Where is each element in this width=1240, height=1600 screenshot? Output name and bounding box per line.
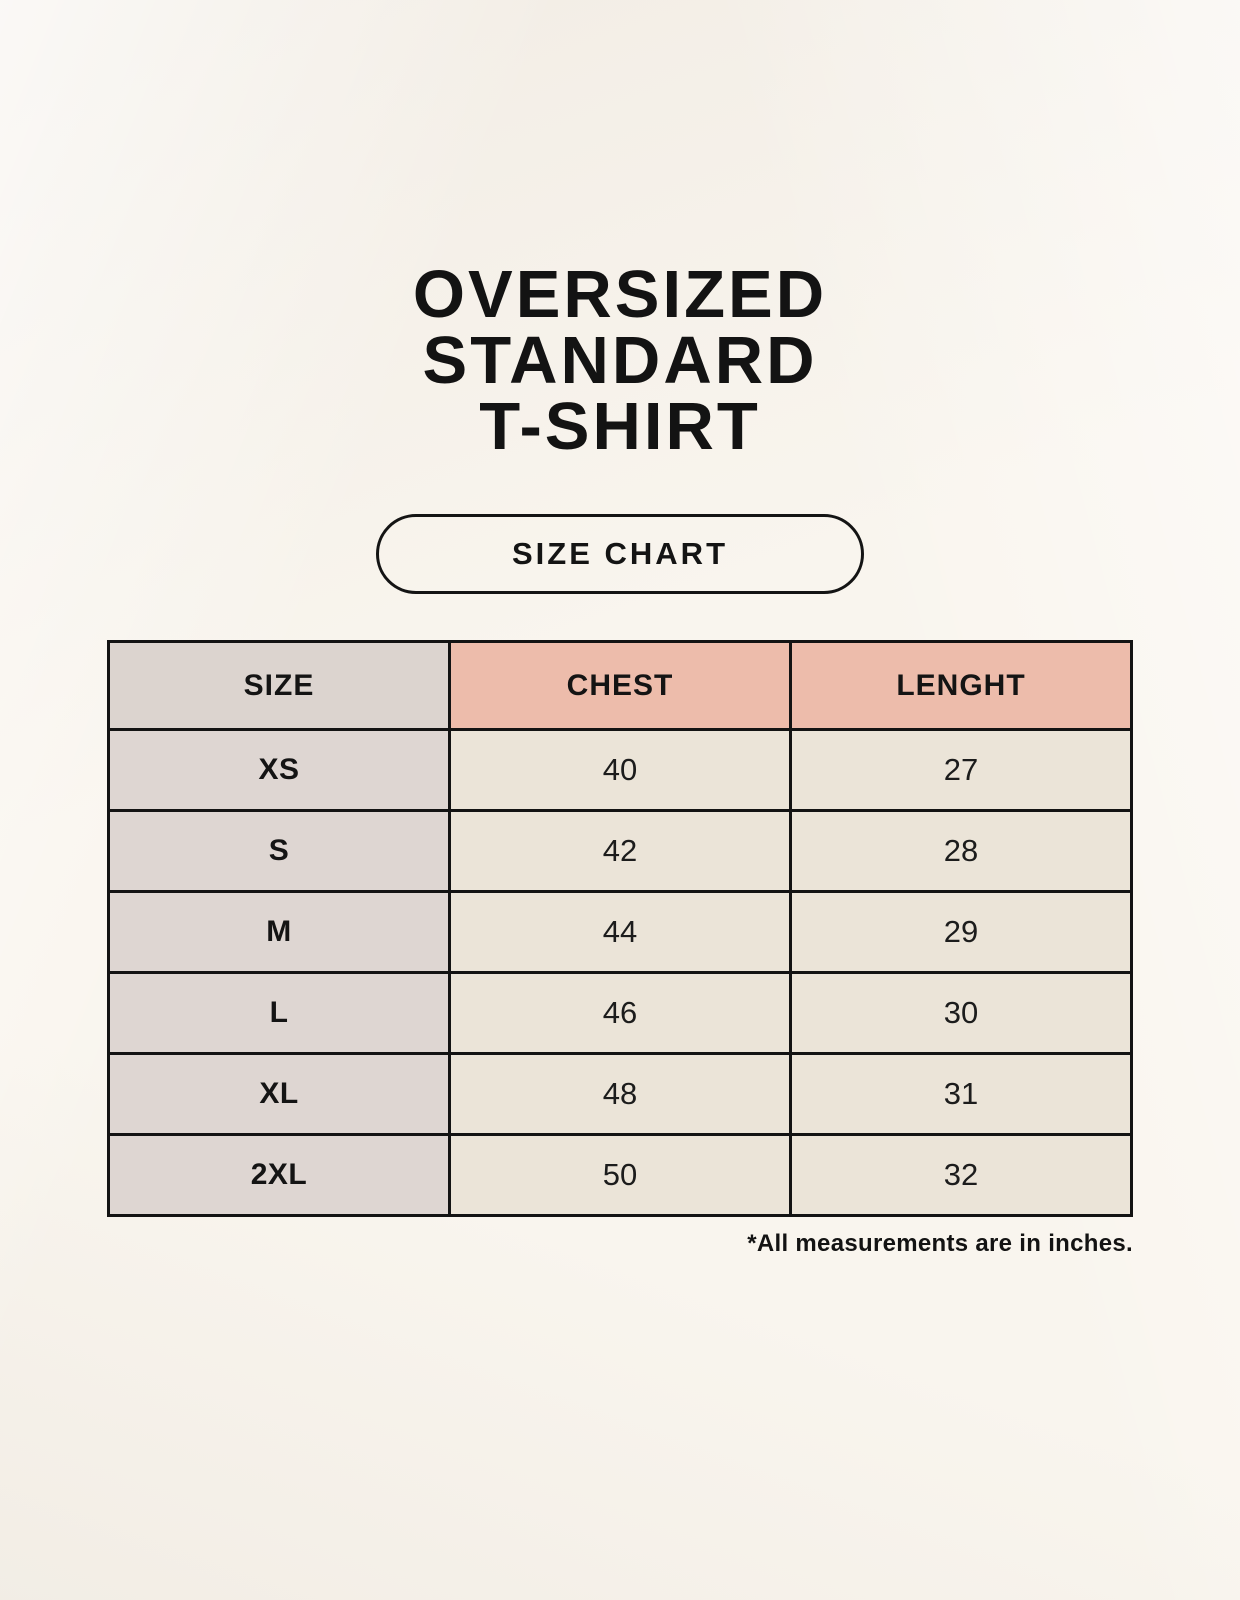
product-title-line-1: OVERSIZED: [412, 257, 828, 332]
measurements-note: *All measurements are in inches.: [747, 1230, 1133, 1257]
table-row: L 46 30: [107, 971, 1133, 1055]
length-value-2xl: 32: [789, 1133, 1133, 1217]
size-label-2xl: 2XL: [107, 1133, 451, 1217]
chest-value-l: 46: [448, 971, 792, 1055]
table-row: 2XL 50 32: [107, 1133, 1133, 1217]
size-chart-badge-label: SIZE CHART: [512, 536, 728, 571]
product-title-line-2: STANDARD: [422, 323, 818, 398]
column-header-length: LENGHT: [789, 640, 1133, 731]
chest-value-m: 44: [448, 890, 792, 974]
size-label-xs: XS: [107, 728, 451, 812]
size-label-xl: XL: [107, 1052, 451, 1136]
table-row: XL 48 31: [107, 1052, 1133, 1136]
table-header-row: SIZE CHEST LENGHT: [107, 640, 1133, 731]
chest-value-2xl: 50: [448, 1133, 792, 1217]
length-value-l: 30: [789, 971, 1133, 1055]
size-label-s: S: [107, 809, 451, 893]
length-value-xl: 31: [789, 1052, 1133, 1136]
chest-value-xs: 40: [448, 728, 792, 812]
chest-value-xl: 48: [448, 1052, 792, 1136]
product-title-line-3: T-SHIRT: [479, 389, 761, 464]
table-row: S 42 28: [107, 809, 1133, 893]
column-header-size: SIZE: [107, 640, 451, 731]
length-value-m: 29: [789, 890, 1133, 974]
product-title: OVERSIZED STANDARD T-SHIRT: [0, 257, 1240, 464]
size-chart-badge: SIZE CHART: [376, 514, 864, 594]
table-row: XS 40 27: [107, 728, 1133, 812]
table-row: M 44 29: [107, 890, 1133, 974]
length-value-xs: 27: [789, 728, 1133, 812]
size-label-m: M: [107, 890, 451, 974]
chest-value-s: 42: [448, 809, 792, 893]
column-header-chest: CHEST: [448, 640, 792, 731]
size-chart-table: SIZE CHEST LENGHT XS 40 27 S 42 28 M 44 …: [107, 640, 1133, 1217]
size-label-l: L: [107, 971, 451, 1055]
length-value-s: 28: [789, 809, 1133, 893]
